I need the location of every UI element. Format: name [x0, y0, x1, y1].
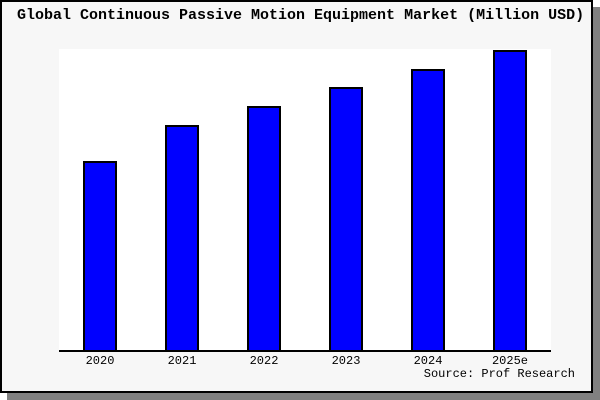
bar-2024 [411, 69, 445, 350]
x-tick-label-2025e: 2025e [491, 354, 528, 368]
bar-slot [141, 49, 223, 350]
x-tick-label-2020: 2020 [85, 354, 115, 368]
bar-slot [59, 49, 141, 350]
bar-2025e [493, 50, 527, 350]
x-tick-label-2023: 2023 [331, 354, 361, 368]
bar-slot [305, 49, 387, 350]
bar-slot [469, 49, 551, 350]
plot-area [59, 49, 551, 350]
bar-2022 [247, 106, 281, 350]
bar-2023 [329, 87, 363, 350]
x-tick-label-2024: 2024 [413, 354, 443, 368]
x-tick-label-2021: 2021 [167, 354, 197, 368]
x-axis-labels: 2020 2021 2022 2023 2024 2025e [59, 354, 551, 368]
bar-slot [387, 49, 469, 350]
x-tick-label-2022: 2022 [249, 354, 279, 368]
bar-2021 [165, 125, 199, 350]
source-note: Source: Prof Research [423, 367, 575, 381]
bar-2020 [83, 161, 117, 350]
chart-frame: Global Continuous Passive Motion Equipme… [0, 0, 593, 393]
x-axis-line [59, 350, 551, 352]
chart-title: Global Continuous Passive Motion Equipme… [17, 7, 585, 24]
bar-slot [223, 49, 305, 350]
